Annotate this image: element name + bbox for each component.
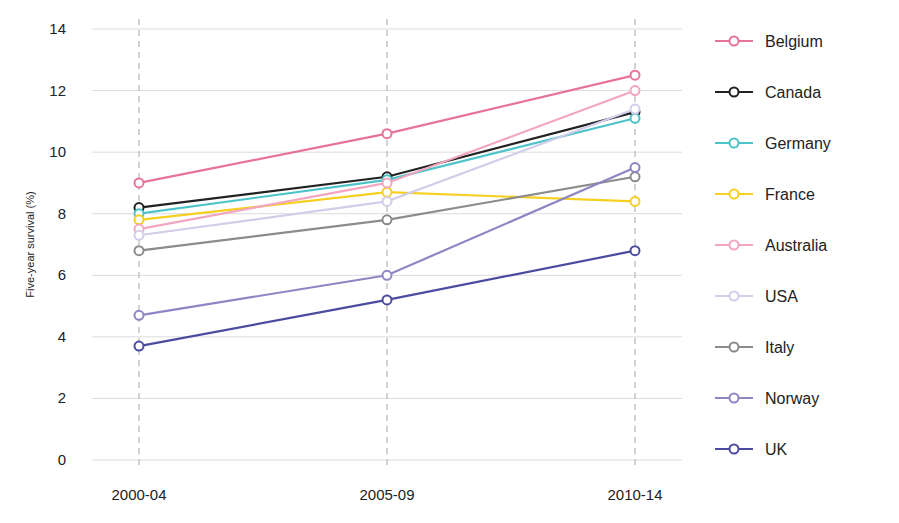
point (631, 246, 640, 255)
point (631, 105, 640, 114)
point (631, 71, 640, 80)
point (135, 246, 144, 255)
y-tick-label: 4 (58, 328, 66, 345)
point (383, 197, 392, 206)
point (135, 231, 144, 240)
series-line (139, 168, 635, 316)
series-line (139, 177, 635, 251)
series-line (139, 251, 635, 346)
legend-marker (730, 88, 739, 97)
x-tick-label: 2005-09 (359, 486, 414, 503)
plot-data (135, 71, 640, 351)
point (135, 342, 144, 351)
point (383, 271, 392, 280)
series (135, 86, 640, 234)
point (631, 172, 640, 181)
legend-label: Canada (765, 84, 821, 101)
y-tick-label: 2 (58, 389, 66, 406)
legend: Belgium Canada Germany France Australia USA It… (715, 33, 831, 458)
legend-label: USA (765, 288, 798, 305)
legend-marker (730, 190, 739, 199)
point (135, 178, 144, 187)
point (383, 215, 392, 224)
legend-marker (730, 241, 739, 250)
point (383, 129, 392, 138)
grid-line (92, 336, 682, 337)
point (631, 197, 640, 206)
category-line (386, 19, 387, 470)
legend-label: Australia (765, 237, 827, 254)
legend-marker (730, 445, 739, 454)
series (135, 71, 640, 188)
series (135, 163, 640, 320)
y-tick-label: 14 (49, 20, 66, 37)
grid-line (92, 29, 682, 30)
legend-marker (730, 37, 739, 46)
series (135, 108, 640, 212)
x-tick-label: 2000-04 (111, 486, 166, 503)
legend-marker (730, 394, 739, 403)
grid-line (92, 213, 682, 214)
series-line (139, 112, 635, 207)
series-line (139, 75, 635, 183)
point (135, 311, 144, 320)
legend-marker (730, 343, 739, 352)
chart-container: 0 2 4 6 8 10 12 14 2000-04 2005-09 2010-14 Five-yea… (0, 0, 899, 523)
series-line (139, 109, 635, 235)
legend-label: UK (765, 441, 788, 458)
legend-label: Norway (765, 390, 819, 407)
point (631, 114, 640, 123)
point (631, 163, 640, 172)
series (135, 172, 640, 255)
point (631, 86, 640, 95)
y-tick-label: 10 (49, 143, 66, 160)
point (383, 295, 392, 304)
x-tick-label: 2010-14 (607, 486, 662, 503)
legend-label: Italy (765, 339, 794, 356)
legend-marker (730, 292, 739, 301)
point (135, 215, 144, 224)
y-axis-label: Five-year survival (%) (24, 191, 36, 297)
point (383, 178, 392, 187)
point (383, 188, 392, 197)
series (135, 188, 640, 225)
legend-label: Belgium (765, 33, 823, 50)
series (135, 246, 640, 350)
legend-label: France (765, 186, 815, 203)
grid (92, 19, 682, 470)
y-tick-label: 6 (58, 266, 66, 283)
y-tick-label: 8 (58, 205, 66, 222)
y-tick-label: 12 (49, 82, 66, 99)
legend-marker (730, 139, 739, 148)
series (135, 114, 640, 218)
series (135, 105, 640, 240)
series-line (139, 91, 635, 230)
y-tick-label: 0 (58, 451, 66, 468)
legend-label: Germany (765, 135, 831, 152)
chart-svg: 0 2 4 6 8 10 12 14 2000-04 2005-09 2010-14 Five-yea… (0, 0, 899, 523)
category-line (138, 19, 139, 470)
